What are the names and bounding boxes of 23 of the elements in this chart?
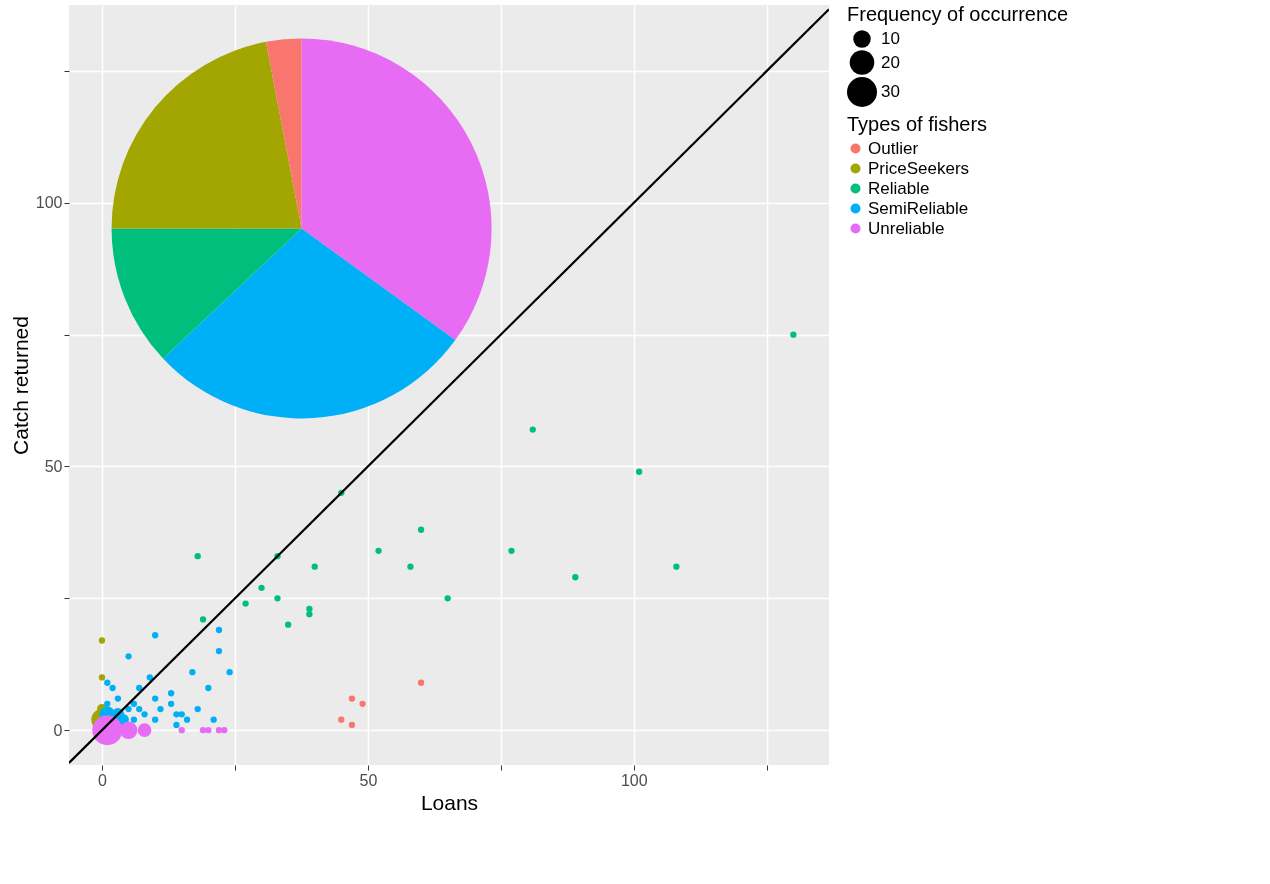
pie-slice [301,38,492,341]
text: Frequency of occurrence [847,3,1069,25]
legend-label: Reliable [868,178,930,198]
legend-label: 30 [881,82,900,101]
x-axis-title: Loans [420,790,479,814]
legend-label: PriceSeekers [868,158,970,178]
legend-label: 10 [881,29,900,48]
y-tick-label: 100 [35,194,63,212]
pie-slice [163,228,456,419]
pie-slice [111,41,302,229]
legend-label: Unreliable [868,218,945,238]
pie-slice [265,38,302,229]
legend-label: Outlier [868,138,919,158]
x-tick-label: 0 [98,771,108,789]
x-tick-label: 50 [359,771,378,789]
y-axis-title: Catch returned [8,316,32,455]
legend-label: SemiReliable [868,198,969,218]
y-tick-label: 50 [44,457,63,475]
legend-title: Types of fishers [847,113,988,135]
x-tick-label: 100 [620,771,648,789]
y-tick-label: 0 [53,721,63,739]
pie-slice [111,228,302,359]
legend-label: 20 [881,52,900,72]
